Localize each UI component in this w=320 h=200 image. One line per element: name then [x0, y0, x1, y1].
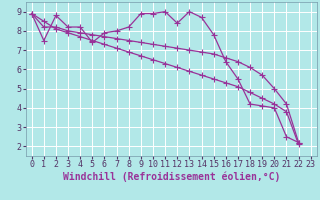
X-axis label: Windchill (Refroidissement éolien,°C): Windchill (Refroidissement éolien,°C) [62, 172, 280, 182]
